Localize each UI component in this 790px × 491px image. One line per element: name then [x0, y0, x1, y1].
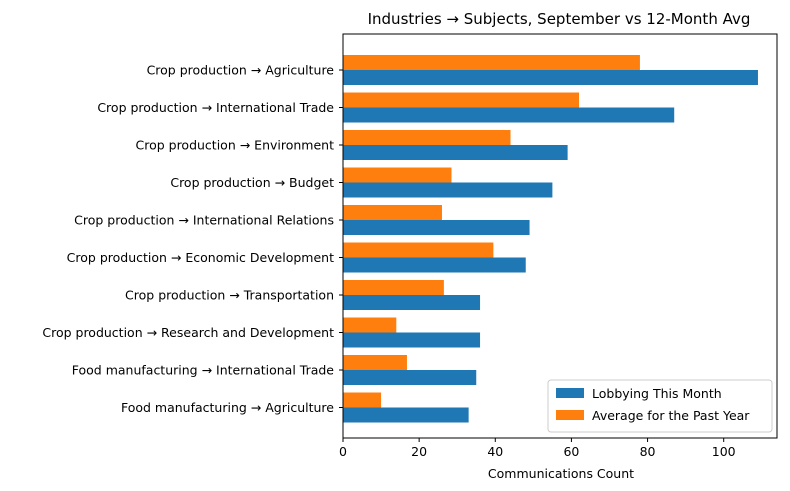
y-tick-label: Crop production → International Trade [97, 100, 334, 115]
y-tick-label: Food manufacturing → International Trade [72, 363, 335, 378]
bar-average-past-year [343, 205, 442, 220]
bar-average-past-year [343, 92, 580, 108]
y-tick-label: Crop production → Research and Developme… [42, 325, 334, 340]
y-tick-label: Crop production → Economic Development [67, 250, 334, 265]
bar-lobbying-this-month [343, 257, 526, 273]
bar-average-past-year [343, 392, 382, 408]
y-tick-label: Crop production → Transportation [125, 288, 334, 303]
bar-lobbying-this-month [343, 370, 477, 385]
bar-lobbying-this-month [343, 220, 530, 235]
y-tick-label: Crop production → Agriculture [147, 63, 335, 78]
bar-lobbying-this-month [343, 107, 675, 123]
bar-average-past-year [343, 130, 511, 145]
chart-title: Industries → Subjects, September vs 12-M… [368, 10, 751, 28]
bar-average-past-year [343, 355, 407, 370]
bar-lobbying-this-month [343, 332, 481, 348]
legend: Lobbying This Month Average for the Past… [547, 379, 773, 433]
x-tick-label: 0 [339, 444, 347, 459]
legend-swatch-series-1 [556, 388, 584, 398]
bar-average-past-year [343, 242, 494, 258]
bar-average-past-year [343, 280, 444, 295]
x-tick-label: 40 [487, 444, 503, 459]
bar-lobbying-this-month [343, 70, 758, 85]
bar-average-past-year [343, 55, 640, 70]
bar-lobbying-this-month [343, 182, 553, 198]
bar-average-past-year [343, 167, 452, 183]
legend-label-series-1: Lobbying This Month [592, 386, 722, 401]
x-axis-label: Communications Count [488, 466, 634, 481]
bar-lobbying-this-month [343, 295, 481, 310]
legend-swatch-series-2 [556, 410, 584, 420]
plot-area: Crop production → Agriculture Crop produc… [42, 55, 758, 459]
x-tick-label: 100 [712, 444, 736, 459]
plot-frame [342, 33, 778, 439]
x-tick-label: 60 [563, 444, 579, 459]
y-tick-label: Crop production → International Relation… [74, 213, 334, 228]
bar-average-past-year [343, 317, 397, 333]
y-tick-label: Food manufacturing → Agriculture [121, 400, 334, 415]
legend-box [547, 379, 773, 433]
y-tick-label: Crop production → Budget [170, 175, 334, 190]
bar-lobbying-this-month [343, 145, 568, 160]
legend-label-series-2: Average for the Past Year [592, 408, 750, 423]
x-tick-label: 80 [640, 444, 656, 459]
x-tick-label: 20 [411, 444, 427, 459]
bar-lobbying-this-month [343, 407, 469, 423]
y-tick-label: Crop production → Environment [135, 138, 334, 153]
